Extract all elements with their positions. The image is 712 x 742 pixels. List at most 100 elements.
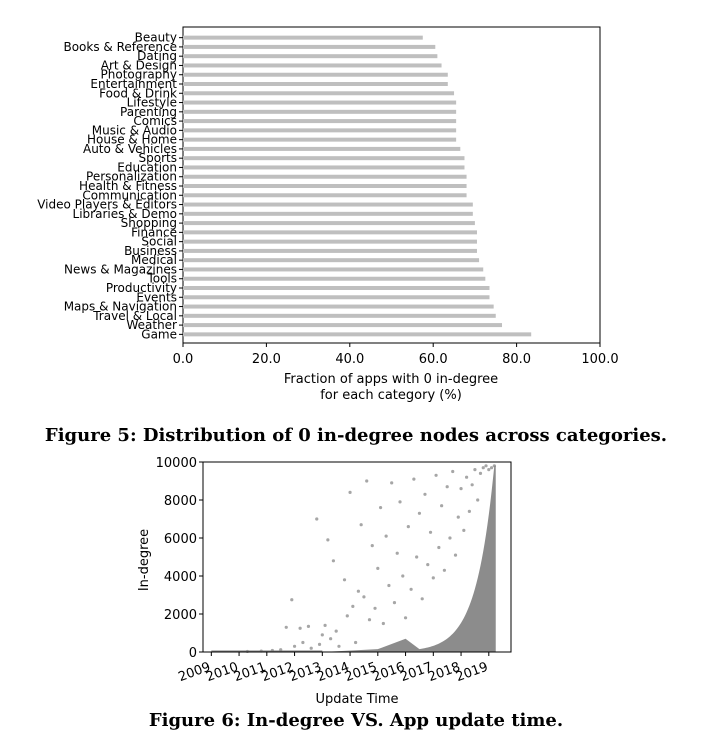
y-tick-label-28: Events: [136, 290, 177, 304]
scatter-point-33: [378, 506, 383, 510]
y-tick-label-11: House & Home: [87, 133, 177, 147]
bar-9: [183, 119, 457, 124]
bar-3: [183, 63, 442, 68]
bar-11: [183, 137, 457, 142]
scatter-point-47: [417, 511, 422, 515]
bar-26: [183, 276, 486, 281]
scatter-point-35: [384, 534, 388, 538]
scatter-point-49: [423, 492, 427, 496]
scatter-point-28: [365, 479, 369, 483]
scatter-point-3: [279, 648, 283, 652]
scatter-point-60: [453, 553, 458, 557]
x-tick-label-10: 2019: [454, 660, 490, 685]
x-tick-label-2: 40.0: [335, 352, 364, 367]
bar-16: [183, 184, 467, 188]
scatter-point-19: [337, 644, 341, 648]
y-tick-label-6: Food & Drink: [99, 86, 177, 100]
y-tick-label-2: Dating: [137, 49, 177, 63]
scatter-point-73: [489, 466, 494, 470]
bar-31: [183, 323, 503, 328]
y-tick-label-20: Shopping: [121, 216, 177, 230]
bar-4: [183, 72, 448, 77]
y-tick-label-22: Social: [141, 235, 177, 249]
y-tick-label-24: Medical: [131, 253, 177, 267]
y-tick-label-23: Business: [124, 244, 177, 258]
scatter-point-42: [403, 616, 408, 620]
y-tick-label-16: Health & Fitness: [79, 179, 177, 193]
scatter-point-5: [290, 598, 294, 602]
scatter-point-53: [434, 473, 438, 477]
scatter-point-15: [326, 538, 330, 542]
bar-17: [183, 193, 467, 198]
scatter-point-64: [465, 475, 469, 479]
y-tick-label-19: Libraries & Demo: [73, 207, 177, 221]
y-tick-label-9: Comics: [133, 114, 177, 128]
scatter-point-63: [462, 528, 466, 533]
scatter-point-25: [356, 589, 360, 593]
scatter-point-9: [306, 624, 311, 628]
bar-15: [183, 174, 467, 179]
scatter-point-71: [484, 464, 488, 468]
scatter-point-38: [392, 601, 397, 605]
scatter-point-24: [354, 640, 358, 645]
scatter-point-41: [401, 574, 405, 578]
y-tick-label-5: 10000: [156, 456, 197, 471]
y-tick-label-26: Tools: [146, 272, 177, 286]
y-tick-label-1: 2000: [164, 608, 197, 623]
scatter-point-4: [284, 625, 288, 629]
bar-1: [183, 44, 436, 49]
x-tick-label-1: 20.0: [252, 352, 281, 367]
y-tick-label-25: News & Magazines: [64, 262, 177, 276]
scatter-point-57: [445, 485, 449, 489]
scatter-point-69: [478, 471, 483, 475]
y-tick-label-12: Auto & Vehicles: [83, 142, 177, 156]
x-axis-label-line2: for each category (%): [320, 388, 462, 403]
scatter-point-30: [370, 544, 374, 548]
y-tick-label-4: Photography: [101, 68, 177, 82]
y-tick-label-0: Beauty: [135, 31, 177, 45]
scatter-point-70: [481, 466, 485, 470]
scatter-point-50: [426, 563, 430, 567]
bar-27: [183, 286, 490, 290]
y-tick-label-31: Weather: [126, 318, 177, 332]
scatter-point-11: [315, 517, 319, 521]
scatter-point-36: [387, 583, 391, 588]
scatter-point-8: [301, 640, 305, 645]
bar-10: [183, 128, 457, 133]
scatter-point-2: [270, 648, 274, 653]
scatter-point-16: [329, 637, 333, 641]
scatter-point-43: [406, 525, 410, 529]
scatter-point-44: [409, 587, 413, 591]
y-tick-label-15: Personalization: [86, 170, 177, 184]
scatter-point-7: [298, 626, 302, 630]
bar-6: [183, 91, 455, 96]
x-axis-label: Update Time: [315, 692, 398, 707]
scatter-point-37: [390, 481, 394, 485]
y-tick-label-0: 0: [189, 646, 197, 661]
bar-30: [183, 313, 496, 318]
scatter-point-74: [492, 464, 496, 468]
scatter-point-23: [351, 604, 355, 609]
low-point-band: [211, 650, 323, 652]
scatter-point-26: [359, 523, 363, 527]
bar-7: [183, 100, 457, 105]
y-tick-label-30: Travel & Local: [92, 309, 177, 323]
scatter-point-52: [431, 576, 435, 580]
bar-23: [183, 248, 477, 253]
y-tick-label-29: Maps & Navigation: [64, 300, 177, 314]
bar-13: [183, 156, 465, 161]
y-tick-label-1: Books & Reference: [63, 40, 177, 54]
bar-25: [183, 267, 484, 272]
bar-20: [183, 221, 475, 226]
scatter-point-56: [442, 568, 447, 572]
y-axis-label: In-degree: [137, 529, 152, 591]
scatter-point-10: [309, 646, 313, 650]
scatter-point-54: [437, 545, 441, 550]
y-tick-label-10: Music & Audio: [92, 123, 177, 137]
y-tick-label-3: 6000: [164, 532, 197, 547]
scatter-point-58: [448, 536, 452, 540]
figure-6-caption: Figure 6: In-degree VS. App update time.: [148, 710, 564, 731]
scatter-point-27: [362, 595, 366, 599]
scatter-point-48: [420, 597, 424, 601]
